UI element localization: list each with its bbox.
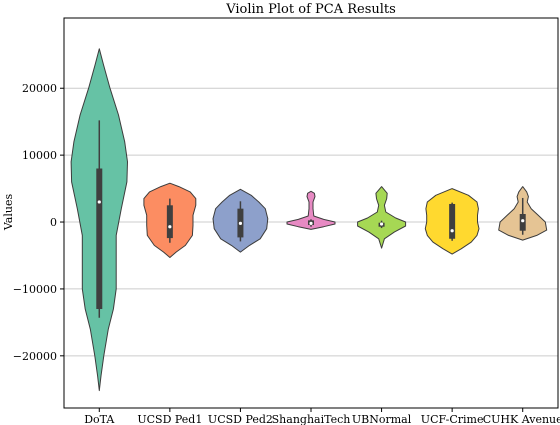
- violin-median: [238, 221, 243, 225]
- violin-median: [168, 225, 172, 229]
- y-tick-label: 0: [50, 216, 57, 229]
- x-tick-label: DoTA: [84, 413, 115, 425]
- violin-iqr-box: [166, 205, 173, 239]
- violin-body: [286, 190, 336, 230]
- y-tick-label: −20000: [13, 350, 57, 363]
- x-tick-label: ShanghaiTech: [272, 413, 351, 425]
- y-tick-label: 20000: [22, 82, 57, 95]
- violin-median: [521, 219, 525, 223]
- y-axis-label: Values: [2, 194, 15, 232]
- violin-median: [450, 229, 454, 233]
- violin-body: [357, 186, 407, 249]
- violin-median: [379, 222, 384, 226]
- y-axis: 20000 10000 0 −10000 −20000: [13, 82, 64, 363]
- violins: [70, 48, 548, 392]
- violin-iqr-box: [96, 168, 103, 309]
- violin-median: [97, 200, 101, 204]
- violin-iqr-box: [449, 203, 456, 239]
- x-tick-label: CUHK Avenue: [483, 413, 560, 425]
- x-tick-label: UCSD Ped2: [208, 413, 273, 425]
- x-tick-label: UCF-Crime: [421, 413, 484, 425]
- violin-median: [309, 221, 313, 225]
- chart-title: Violin Plot of PCA Results: [225, 2, 396, 17]
- violin-iqr-box: [519, 214, 526, 231]
- y-tick-label: −10000: [13, 283, 57, 296]
- x-tick-label: UBNormal: [352, 413, 412, 425]
- x-tick-label: UCSD Ped1: [137, 413, 202, 425]
- y-tick-label: 10000: [22, 149, 57, 162]
